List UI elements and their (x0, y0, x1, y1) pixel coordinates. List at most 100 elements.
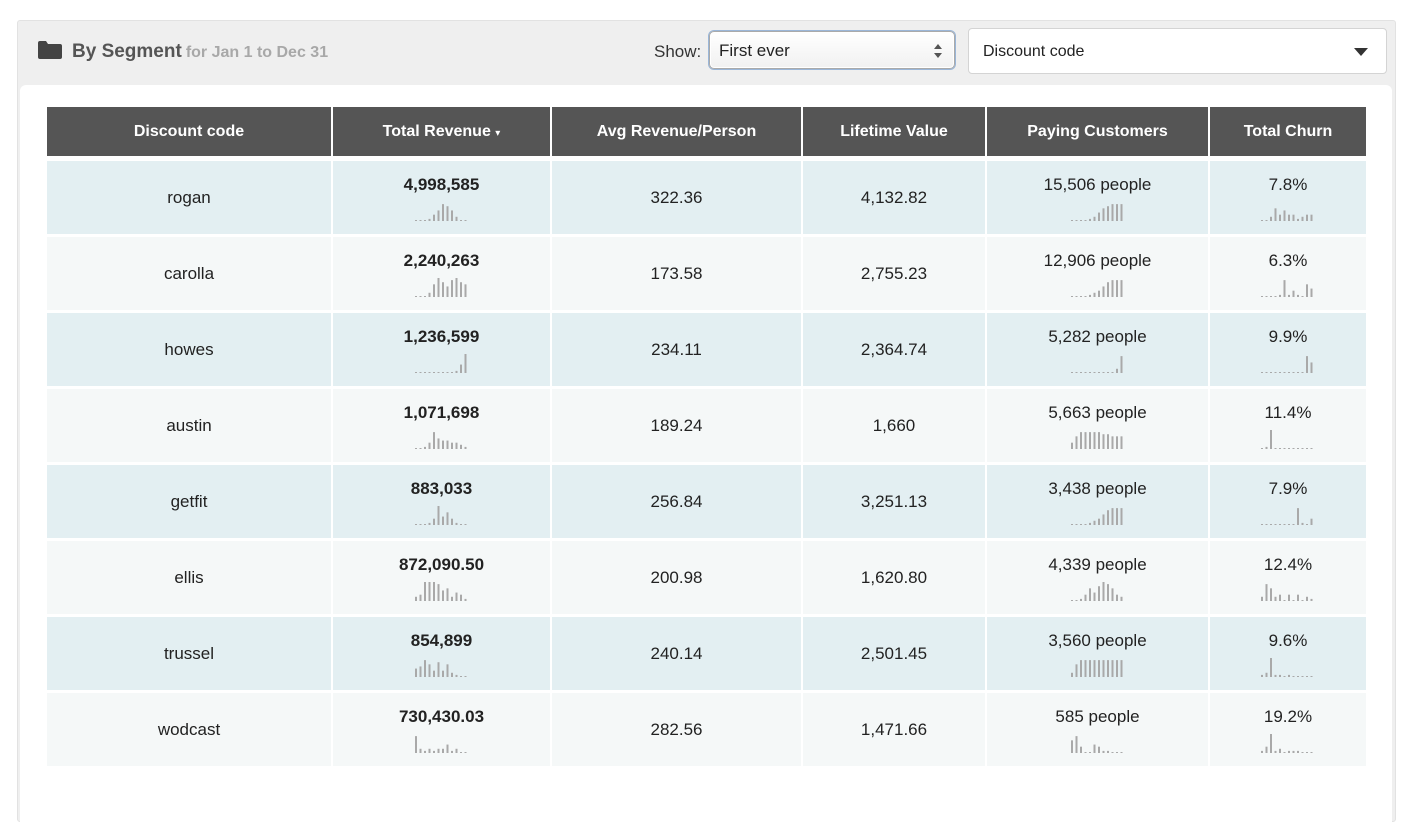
sparkline-bar (1106, 750, 1109, 753)
paying-customers-cell: 4,339 people (987, 541, 1208, 617)
discount-code-wrap: howes (47, 340, 331, 360)
sparkline-bar (1106, 659, 1109, 677)
panel-title-text: By Segment (72, 41, 182, 62)
total-churn-cell: 12.4% (1210, 541, 1366, 617)
sparkline-bar (428, 581, 430, 601)
revenue-sparkline (414, 505, 466, 525)
avg-revenue-value: 282.56 (650, 719, 703, 739)
col-header-avg-revenue[interactable]: Avg Revenue/Person (552, 107, 801, 161)
total-revenue-cell: 872,090.50 (333, 541, 550, 617)
sparkline-bar (419, 665, 421, 677)
col-header-total-revenue[interactable]: Total Revenue ▾ (333, 107, 550, 161)
sparkline-bar (1283, 675, 1286, 677)
sparkline-bar (441, 516, 444, 525)
col-header-total-churn[interactable]: Total Churn (1210, 107, 1366, 161)
sparkline-bar (1297, 675, 1299, 677)
total-revenue-cell: 2,240,263 (333, 237, 550, 313)
sparkline-bar (1115, 368, 1118, 373)
total-revenue-cell: 1,071,698 (333, 389, 550, 465)
sparkline-bar (1283, 523, 1286, 525)
sparkline-bar (1079, 371, 1082, 373)
total-churn-value: 19.2% (1263, 706, 1313, 726)
col-header-discount-code[interactable]: Discount code (47, 107, 331, 161)
total-revenue-cell: 854,899 (333, 617, 550, 693)
table-row[interactable]: wodcast 730,430.03 282.56 1,471.66 585 peopl… (47, 693, 1366, 769)
avg-revenue-cell: 173.58 (552, 237, 801, 313)
sparkline-bar (1088, 431, 1091, 449)
sparkline-bar (1261, 295, 1263, 297)
table-row[interactable]: rogan 4,998,585 322.36 4,132.82 15,506 peopl… (47, 161, 1366, 237)
revenue-sparkline (414, 277, 466, 297)
paying-customers-value: 5,282 people (1048, 326, 1147, 346)
sparkline-bar (1084, 295, 1086, 297)
sparkline-bar (450, 371, 453, 373)
sort-desc-icon: ▾ (495, 127, 501, 139)
revenue-sparkline (414, 431, 466, 449)
sparkline-bar (441, 281, 444, 297)
sparkline-bar (1297, 371, 1299, 373)
sparkline-bar (1279, 371, 1281, 373)
revenue-sparkline (414, 353, 466, 373)
sparkline-bar (1115, 203, 1118, 221)
sparkline-bar (464, 283, 466, 297)
lifetime-value-value: 1,471.66 (860, 719, 928, 739)
sparkline-bar (1084, 751, 1086, 753)
table-row[interactable]: getfit 883,033 256.84 3,251.13 3,438 people 7… (47, 465, 1366, 541)
lifetime-value-wrap: 2,364.74 (803, 340, 985, 360)
show-select[interactable]: First ever (709, 31, 955, 69)
discount-code-cell: wodcast (47, 693, 331, 769)
table-body: rogan 4,998,585 322.36 4,132.82 15,506 peopl… (47, 161, 1366, 769)
sparkline-bar (455, 522, 457, 525)
avg-revenue-cell: 240.14 (552, 617, 801, 693)
churn-sparkline (1261, 733, 1313, 753)
table-row[interactable]: trussel 854,899 240.14 2,501.45 3,560 people… (47, 617, 1366, 693)
total-revenue-value: 872,090.50 (398, 554, 485, 574)
sparkline-bar (1111, 279, 1113, 297)
sparkline-bar (1297, 750, 1299, 753)
total-revenue-value: 730,430.03 (398, 706, 485, 726)
customers-sparkline (1070, 507, 1122, 525)
table-row[interactable]: ellis 872,090.50 200.98 1,620.80 4,339 peopl… (47, 541, 1366, 617)
sparkline-bar (1270, 657, 1272, 677)
total-churn-value: 7.9% (1268, 478, 1308, 498)
sparkline-bar (1292, 523, 1295, 525)
avg-revenue-value: 240.14 (650, 643, 703, 663)
sparkline-bar (1106, 281, 1109, 297)
sparkline-bar (1288, 371, 1290, 373)
paying-customers-wrap: 585 people (987, 707, 1208, 753)
segment-dropdown[interactable]: Discount code (968, 28, 1387, 74)
sparkline-bar (1079, 431, 1082, 449)
sparkline-bar (1084, 431, 1086, 449)
table-row[interactable]: carolla 2,240,263 173.58 2,755.23 12,906 peo… (47, 237, 1366, 313)
customers-sparkline (1070, 279, 1122, 297)
discount-code-value: howes (164, 339, 214, 359)
sparkline-bar (1306, 214, 1308, 221)
sparkline-bar (419, 447, 421, 449)
sparkline-bar (1283, 447, 1286, 449)
col-header-lifetime-value[interactable]: Lifetime Value (803, 107, 985, 161)
sparkline-bar (1288, 523, 1290, 525)
sparkline-bar (1270, 371, 1272, 373)
sparkline-bar (450, 672, 453, 677)
sparkline-bar (1261, 447, 1263, 449)
paying-customers-cell: 5,282 people (987, 313, 1208, 389)
sparkline-bar (1310, 518, 1313, 525)
sparkline-bar (1102, 433, 1104, 449)
discount-code-wrap: rogan (47, 188, 331, 208)
sparkline-bar (446, 285, 448, 297)
table-row[interactable]: austin 1,071,698 189.24 1,660 5,663 people 11… (47, 389, 1366, 465)
sparkline-bar (1274, 750, 1277, 753)
sparkline-bar (1279, 674, 1281, 677)
table-row[interactable]: howes 1,236,599 234.11 2,364.74 5,282 people… (47, 313, 1366, 389)
sparkline-bar (459, 523, 462, 525)
total-revenue-wrap: 883,033 (333, 479, 550, 525)
lifetime-value-cell: 1,471.66 (803, 693, 985, 769)
total-revenue-cell: 730,430.03 (333, 693, 550, 769)
col-header-paying-customers[interactable]: Paying Customers (987, 107, 1208, 161)
sparkline-bar (1306, 675, 1308, 677)
total-churn-value: 9.6% (1268, 630, 1308, 650)
sparkline-bar (464, 675, 466, 677)
total-churn-wrap: 7.9% (1210, 479, 1366, 525)
total-revenue-cell: 4,998,585 (333, 161, 550, 237)
avg-revenue-cell: 189.24 (552, 389, 801, 465)
